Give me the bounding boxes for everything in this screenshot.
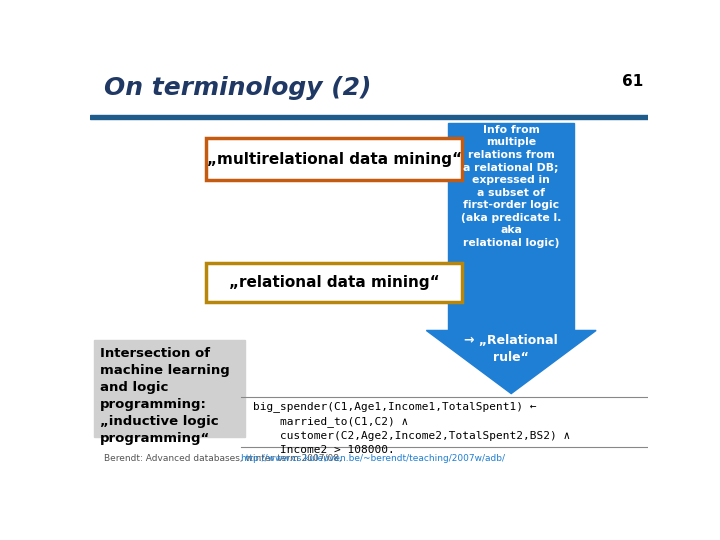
- Bar: [90, 115, 648, 119]
- FancyBboxPatch shape: [206, 264, 462, 302]
- Text: „multirelational data mining“: „multirelational data mining“: [207, 152, 462, 167]
- Text: „relational data mining“: „relational data mining“: [229, 275, 439, 290]
- Polygon shape: [426, 330, 596, 394]
- Text: 61: 61: [622, 74, 643, 89]
- FancyBboxPatch shape: [206, 138, 462, 180]
- Text: Intersection of
machine learning
and logic
programming:
„inductive logic
program: Intersection of machine learning and log…: [100, 347, 230, 444]
- Text: On terminology (2): On terminology (2): [104, 76, 372, 100]
- Text: Berendt: Advanced databases, winter term 2007/08,: Berendt: Advanced databases, winter term…: [104, 454, 345, 463]
- Bar: [448, 123, 575, 330]
- Text: → „Relational
rule“: → „Relational rule“: [464, 334, 558, 364]
- Text: Info from
multiple
relations from
a relational DB;
expressed in
a subset of
firs: Info from multiple relations from a rela…: [461, 125, 562, 248]
- Text: http://www.cs.kuleuven.be/~berendt/teaching/2007w/adb/: http://www.cs.kuleuven.be/~berendt/teach…: [240, 454, 505, 463]
- Bar: [94, 340, 245, 437]
- Text: big_spender(C1,Age1,Income1,TotalSpent1) ←
    married_to(C1,C2) ∧
    customer(: big_spender(C1,Age1,Income1,TotalSpent1)…: [253, 401, 570, 455]
